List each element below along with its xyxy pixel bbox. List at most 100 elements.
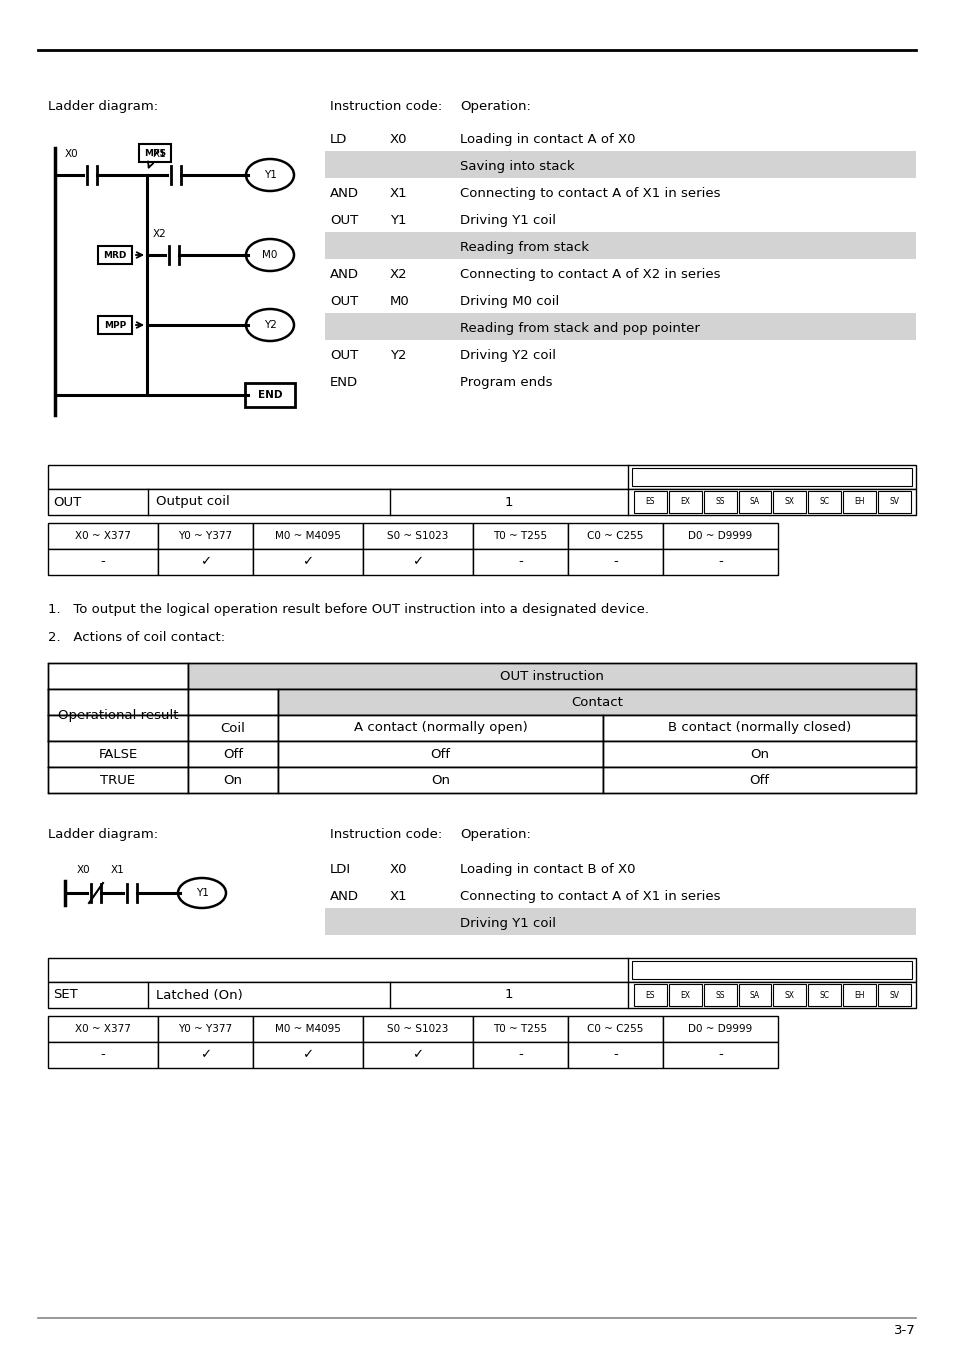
Text: X0: X0 bbox=[390, 863, 407, 876]
Bar bbox=[188, 767, 277, 792]
Bar bbox=[703, 984, 736, 1006]
Text: Operation:: Operation: bbox=[459, 828, 530, 841]
Text: Operation:: Operation: bbox=[459, 100, 530, 113]
Text: Ladder diagram:: Ladder diagram: bbox=[48, 828, 158, 841]
Bar bbox=[877, 984, 910, 1006]
Bar bbox=[567, 1017, 662, 1042]
Text: EX: EX bbox=[679, 498, 690, 506]
Text: END: END bbox=[257, 390, 282, 400]
Text: Y1: Y1 bbox=[390, 215, 406, 227]
Text: Off: Off bbox=[430, 748, 450, 760]
Text: SX: SX bbox=[784, 498, 794, 506]
Bar bbox=[48, 688, 188, 716]
Bar bbox=[363, 1017, 473, 1042]
Bar bbox=[48, 741, 188, 767]
Text: ✓: ✓ bbox=[412, 555, 423, 568]
Bar bbox=[158, 549, 253, 575]
Text: -: - bbox=[517, 1049, 522, 1061]
Bar bbox=[253, 522, 363, 549]
Text: On: On bbox=[431, 774, 450, 787]
Bar bbox=[363, 522, 473, 549]
Text: X0: X0 bbox=[77, 865, 91, 875]
Bar bbox=[98, 316, 132, 333]
Text: Y1: Y1 bbox=[195, 888, 208, 898]
Bar bbox=[634, 491, 666, 513]
Text: -: - bbox=[613, 1049, 618, 1061]
Bar bbox=[48, 716, 188, 741]
Text: -: - bbox=[517, 555, 522, 568]
Bar bbox=[473, 522, 567, 549]
Bar bbox=[325, 313, 915, 340]
Bar bbox=[98, 246, 132, 265]
Text: S0 ~ S1023: S0 ~ S1023 bbox=[387, 1025, 448, 1034]
Bar bbox=[325, 909, 915, 936]
Text: X0 ~ X377: X0 ~ X377 bbox=[75, 1025, 131, 1034]
Bar bbox=[188, 688, 277, 716]
Text: ✓: ✓ bbox=[200, 555, 211, 568]
Bar bbox=[668, 491, 701, 513]
Ellipse shape bbox=[246, 159, 294, 190]
Bar bbox=[277, 716, 602, 741]
Text: 1.   To output the logical operation result before OUT instruction into a design: 1. To output the logical operation resul… bbox=[48, 603, 648, 616]
Text: D0 ~ D9999: D0 ~ D9999 bbox=[688, 1025, 752, 1034]
Text: Y1: Y1 bbox=[263, 170, 276, 180]
Text: MPS: MPS bbox=[144, 148, 166, 158]
Text: Off: Off bbox=[749, 774, 769, 787]
Bar bbox=[631, 468, 911, 486]
Text: X0: X0 bbox=[65, 148, 78, 159]
Text: EH: EH bbox=[854, 991, 864, 999]
Bar bbox=[48, 1042, 158, 1068]
Text: Instruction code:: Instruction code: bbox=[330, 100, 442, 113]
Bar bbox=[738, 984, 771, 1006]
Bar bbox=[634, 984, 666, 1006]
Text: SA: SA bbox=[749, 498, 760, 506]
Bar bbox=[48, 981, 915, 1008]
Text: Reading from stack: Reading from stack bbox=[459, 242, 588, 254]
Bar bbox=[48, 1017, 158, 1042]
Text: Contact: Contact bbox=[571, 695, 622, 709]
Text: SC: SC bbox=[819, 991, 829, 999]
Text: S0 ~ S1023: S0 ~ S1023 bbox=[387, 531, 448, 541]
Text: Loading in contact B of X0: Loading in contact B of X0 bbox=[459, 863, 635, 876]
Text: ES: ES bbox=[645, 991, 655, 999]
Text: SET: SET bbox=[53, 988, 77, 1002]
Bar bbox=[602, 716, 915, 741]
Text: Reading from stack and pop pointer: Reading from stack and pop pointer bbox=[459, 323, 700, 335]
Bar bbox=[139, 144, 171, 162]
Bar bbox=[662, 1042, 778, 1068]
Text: MRD: MRD bbox=[103, 251, 127, 259]
Bar bbox=[48, 958, 915, 981]
Text: Driving M0 coil: Driving M0 coil bbox=[459, 296, 558, 308]
Text: ✓: ✓ bbox=[200, 1049, 211, 1061]
Text: X2: X2 bbox=[390, 269, 407, 281]
Text: -: - bbox=[613, 555, 618, 568]
Bar bbox=[662, 522, 778, 549]
Bar bbox=[602, 741, 915, 767]
Text: T0 ~ T255: T0 ~ T255 bbox=[493, 1025, 547, 1034]
Text: END: END bbox=[330, 377, 357, 389]
Bar bbox=[807, 491, 841, 513]
Text: TRUE: TRUE bbox=[100, 774, 135, 787]
Text: Connecting to contact A of X1 in series: Connecting to contact A of X1 in series bbox=[459, 188, 720, 200]
Bar bbox=[253, 549, 363, 575]
Text: ✓: ✓ bbox=[302, 1049, 314, 1061]
Text: Y2: Y2 bbox=[390, 350, 406, 362]
Bar bbox=[48, 767, 188, 792]
Text: X2: X2 bbox=[152, 230, 167, 239]
Bar bbox=[277, 767, 602, 792]
Text: SV: SV bbox=[888, 991, 899, 999]
Bar bbox=[48, 489, 915, 514]
Text: OUT: OUT bbox=[53, 495, 81, 509]
Text: M0: M0 bbox=[262, 250, 277, 261]
Text: ✓: ✓ bbox=[412, 1049, 423, 1061]
Text: AND: AND bbox=[330, 188, 358, 200]
Ellipse shape bbox=[178, 878, 226, 909]
Text: Output coil: Output coil bbox=[156, 495, 230, 509]
Text: Off: Off bbox=[223, 748, 243, 760]
Text: B contact (normally closed): B contact (normally closed) bbox=[667, 721, 850, 734]
Text: EH: EH bbox=[854, 498, 864, 506]
Text: Operational result: Operational result bbox=[58, 709, 178, 721]
Text: OUT instruction: OUT instruction bbox=[499, 670, 603, 683]
Text: Latched (On): Latched (On) bbox=[156, 988, 242, 1002]
Text: AND: AND bbox=[330, 890, 358, 903]
